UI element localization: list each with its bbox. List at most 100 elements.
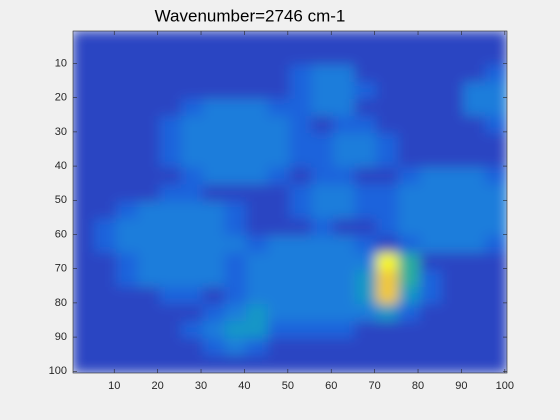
heat-cell bbox=[224, 98, 248, 117]
heat-cell bbox=[224, 355, 248, 373]
y-tick-label: 10 bbox=[55, 57, 67, 69]
heat-cell bbox=[181, 355, 204, 373]
heat-cell bbox=[224, 218, 248, 237]
heat-cell bbox=[137, 47, 161, 66]
heat-cell bbox=[398, 201, 421, 220]
heat-cell bbox=[463, 31, 486, 49]
heat-cell bbox=[202, 201, 226, 220]
heat-cell bbox=[484, 31, 507, 49]
heat-cell bbox=[419, 150, 443, 169]
heat-cell bbox=[115, 116, 139, 135]
heat-cell bbox=[332, 81, 356, 100]
x-tick-label: 40 bbox=[238, 380, 250, 392]
heat-cell bbox=[376, 235, 399, 254]
heat-cell bbox=[115, 269, 139, 288]
y-tick-label: 30 bbox=[55, 126, 67, 138]
heat-cell bbox=[441, 304, 465, 323]
y-tick-label: 90 bbox=[55, 331, 67, 343]
heat-cell bbox=[159, 150, 182, 169]
heat-cell bbox=[159, 64, 182, 83]
heat-cell bbox=[94, 81, 117, 100]
heat-cell bbox=[159, 98, 182, 117]
heat-cell bbox=[159, 47, 182, 66]
heat-cell bbox=[159, 235, 182, 254]
y-tick-label: 50 bbox=[55, 194, 67, 206]
heat-cell bbox=[115, 321, 139, 340]
heat-cell bbox=[332, 355, 356, 373]
heat-cell bbox=[311, 133, 334, 152]
heat-cell bbox=[94, 321, 117, 340]
heat-cell bbox=[484, 64, 507, 83]
heat-cell bbox=[94, 201, 117, 220]
heat-cell bbox=[289, 98, 313, 117]
heat-cell bbox=[398, 133, 421, 152]
heat-cell bbox=[246, 235, 269, 254]
heat-cell bbox=[246, 355, 269, 373]
x-tick-label: 90 bbox=[455, 380, 467, 392]
heat-cell bbox=[311, 338, 334, 357]
heat-cell bbox=[376, 252, 399, 271]
heat-cell bbox=[115, 338, 139, 357]
heat-cell bbox=[376, 269, 399, 288]
heat-cell bbox=[419, 252, 443, 271]
heat-cell bbox=[311, 167, 334, 186]
heat-cell bbox=[94, 150, 117, 169]
heat-cell bbox=[137, 81, 161, 100]
heat-cell bbox=[441, 235, 465, 254]
heat-cell bbox=[289, 321, 313, 340]
axes-box bbox=[72, 30, 508, 374]
heat-cell bbox=[398, 355, 421, 373]
heat-cell bbox=[159, 81, 182, 100]
heat-cell bbox=[332, 321, 356, 340]
heat-cell bbox=[224, 81, 248, 100]
heat-cell bbox=[419, 321, 443, 340]
heat-cell bbox=[354, 184, 378, 203]
y-tick-label: 70 bbox=[55, 263, 67, 275]
heat-cell bbox=[159, 201, 182, 220]
x-tick-label: 60 bbox=[325, 380, 337, 392]
chart-title: Wavenumber=2746 cm-1 bbox=[155, 6, 346, 25]
heat-cell bbox=[181, 184, 204, 203]
y-tick-label: 20 bbox=[55, 92, 67, 104]
heat-cell bbox=[484, 47, 507, 66]
heat-cell bbox=[202, 252, 226, 271]
heat-cell bbox=[419, 167, 443, 186]
heat-cell bbox=[463, 64, 486, 83]
heat-cell bbox=[73, 98, 96, 117]
heat-cell bbox=[202, 355, 226, 373]
heat-cell bbox=[73, 235, 96, 254]
heat-cell bbox=[181, 116, 204, 135]
heat-cell bbox=[202, 31, 226, 49]
heat-cell bbox=[94, 98, 117, 117]
heat-cell bbox=[115, 304, 139, 323]
heat-cell bbox=[484, 269, 507, 288]
heat-cell bbox=[202, 150, 226, 169]
heat-cell bbox=[137, 133, 161, 152]
heat-cell bbox=[94, 167, 117, 186]
heat-cell bbox=[354, 355, 378, 373]
heat-cell bbox=[484, 133, 507, 152]
heat-cell bbox=[484, 321, 507, 340]
heat-cell bbox=[137, 304, 161, 323]
heat-cell bbox=[484, 235, 507, 254]
heat-cell bbox=[115, 167, 139, 186]
heat-cell bbox=[159, 304, 182, 323]
heat-cell bbox=[246, 64, 269, 83]
heat-cell bbox=[419, 201, 443, 220]
heat-cell bbox=[289, 235, 313, 254]
heat-cell bbox=[181, 218, 204, 237]
heat-cell bbox=[398, 321, 421, 340]
heat-cell bbox=[398, 47, 421, 66]
heat-cell bbox=[224, 304, 248, 323]
heat-cell bbox=[332, 98, 356, 117]
heat-cell bbox=[224, 47, 248, 66]
heat-cell bbox=[115, 201, 139, 220]
heat-cell bbox=[267, 116, 291, 135]
heat-cell bbox=[398, 269, 421, 288]
heat-cell bbox=[137, 321, 161, 340]
heat-cell bbox=[376, 133, 399, 152]
heat-cell bbox=[202, 304, 226, 323]
heat-cell bbox=[115, 47, 139, 66]
heat-cell bbox=[332, 338, 356, 357]
heat-cell bbox=[94, 31, 117, 49]
